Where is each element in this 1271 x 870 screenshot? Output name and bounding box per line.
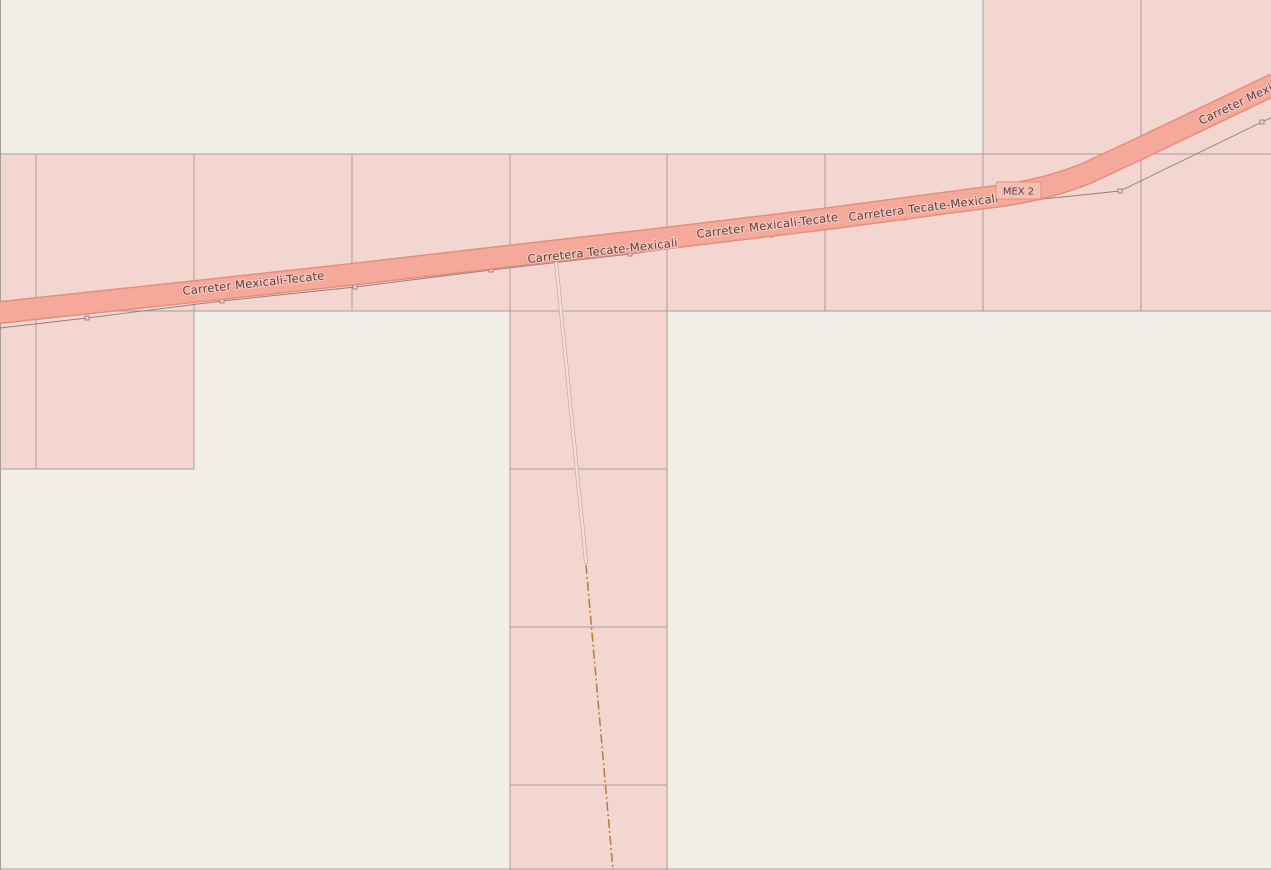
path-vertex	[1117, 188, 1123, 194]
grid-tile	[509, 784, 668, 870]
route-shield-label: MEX 2	[1003, 187, 1034, 198]
grid-tile	[509, 310, 668, 470]
grid-tile	[824, 153, 984, 312]
route-shield-box	[995, 181, 1042, 200]
grid-tile	[0, 153, 37, 312]
grid-tile	[982, 0, 1142, 155]
grid-tile	[509, 468, 668, 628]
grid-tile	[1140, 153, 1271, 312]
path-vertex	[84, 315, 90, 321]
grid-tile	[509, 626, 668, 786]
grid-tile	[0, 310, 37, 470]
route-shield[interactable]: MEX 2	[995, 181, 1042, 200]
service-road	[554, 260, 588, 564]
track	[585, 564, 614, 870]
grid-tile	[351, 153, 511, 312]
grid-tile	[35, 310, 195, 470]
path-vertex	[1259, 119, 1265, 125]
